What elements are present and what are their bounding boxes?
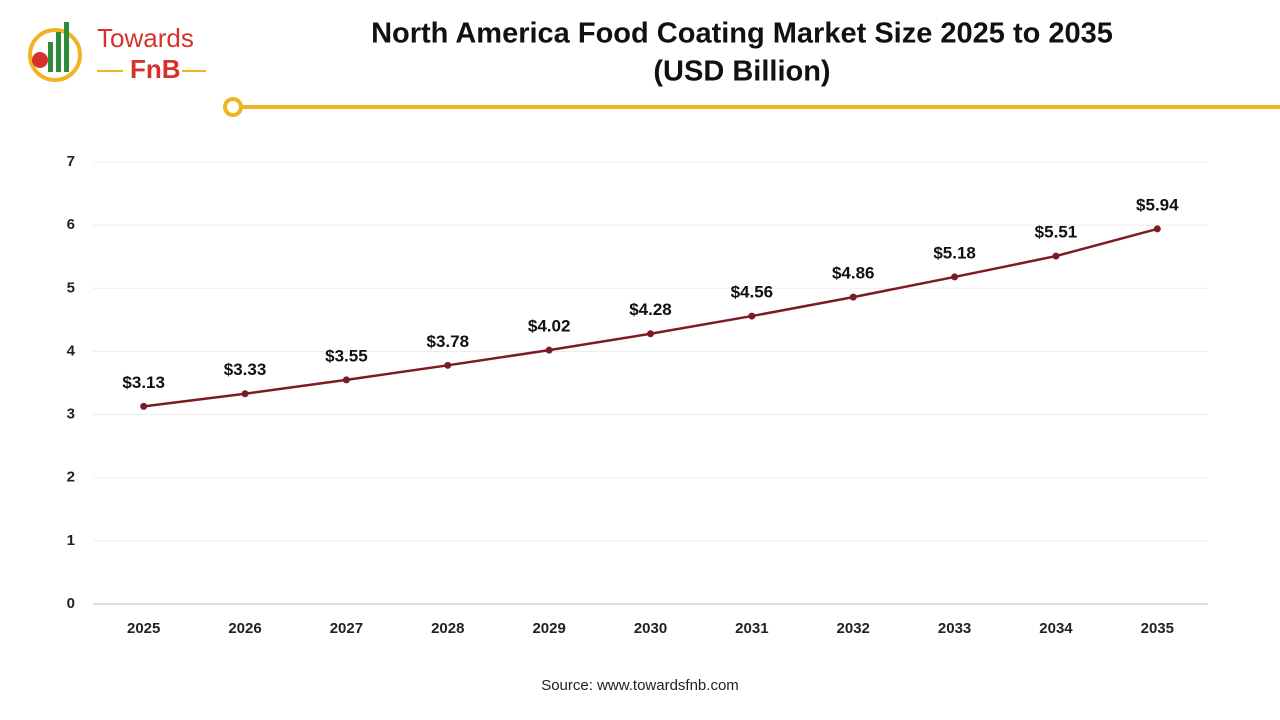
source: Source: www.towardsfnb.com bbox=[541, 677, 739, 694]
data-label: $3.13 bbox=[122, 373, 165, 392]
y-tick-label: 0 bbox=[67, 595, 75, 612]
x-tick-label: 2032 bbox=[837, 620, 870, 637]
x-tick-label: 2034 bbox=[1039, 620, 1073, 637]
data-label: $5.51 bbox=[1035, 223, 1078, 242]
y-tick-label: 3 bbox=[67, 406, 75, 423]
data-label: $3.78 bbox=[426, 332, 469, 351]
point bbox=[140, 402, 148, 410]
y-tick-label: 1 bbox=[67, 532, 75, 549]
point bbox=[241, 390, 249, 398]
logo-bar bbox=[64, 22, 69, 72]
x-tick-label: 2031 bbox=[735, 620, 768, 637]
data-label: $3.55 bbox=[325, 346, 368, 365]
data-label: $4.86 bbox=[832, 264, 875, 283]
point bbox=[951, 273, 959, 281]
x-tick-label: 2026 bbox=[228, 620, 261, 637]
y-tick-label: 4 bbox=[67, 342, 76, 359]
logo-dot bbox=[32, 52, 48, 68]
y-tick-label: 6 bbox=[67, 216, 75, 233]
x-tick-label: 2027 bbox=[330, 620, 363, 637]
point bbox=[748, 312, 756, 320]
y-tick-label: 2 bbox=[67, 469, 75, 486]
point bbox=[1052, 252, 1060, 260]
x-tick-label: 2035 bbox=[1141, 620, 1174, 637]
point bbox=[444, 361, 452, 369]
data-label: $4.56 bbox=[731, 283, 774, 302]
logo: Towards FnB bbox=[28, 22, 206, 84]
chart-subtitle: (USD Billion) bbox=[653, 56, 830, 88]
x-tick-label: 2029 bbox=[532, 620, 565, 637]
logo-name: Towards bbox=[97, 23, 194, 53]
point bbox=[1153, 225, 1161, 233]
data-label: $5.18 bbox=[933, 243, 976, 262]
x-tick-label: 2025 bbox=[127, 620, 160, 637]
x-tick-label: 2030 bbox=[634, 620, 667, 637]
point bbox=[647, 330, 654, 338]
point bbox=[342, 376, 350, 384]
data-label: $3.33 bbox=[224, 360, 267, 379]
logo-ring bbox=[28, 28, 82, 82]
logo-bar bbox=[56, 32, 61, 72]
point bbox=[849, 293, 857, 301]
point bbox=[545, 346, 553, 354]
x-tick-label: 2033 bbox=[938, 620, 971, 637]
data-label: $4.28 bbox=[629, 300, 672, 319]
logo-brand: FnB bbox=[130, 54, 181, 84]
chart-title: North America Food Coating Market Size 2… bbox=[371, 18, 1113, 50]
y-tick-label: 7 bbox=[67, 153, 75, 170]
header-dot bbox=[223, 97, 243, 117]
data-label: $5.94 bbox=[1136, 195, 1179, 214]
logo-bar bbox=[48, 42, 53, 72]
x-tick-label: 2028 bbox=[431, 620, 464, 637]
data-label: $4.02 bbox=[528, 317, 571, 336]
y-tick-label: 5 bbox=[67, 279, 75, 296]
